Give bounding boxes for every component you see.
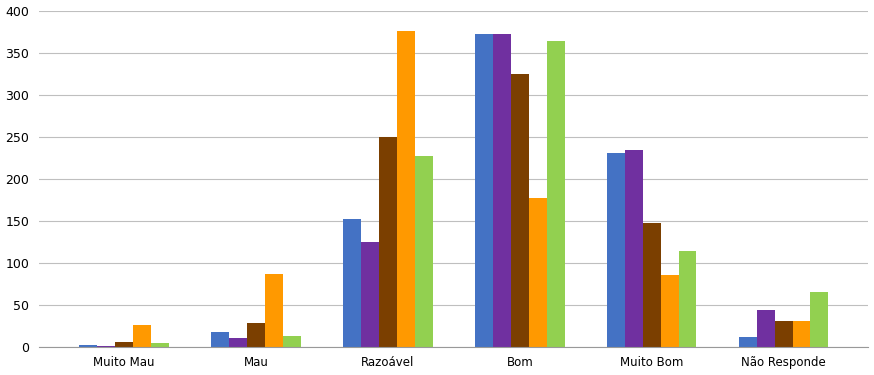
Bar (757, 310, 774, 347)
Bar (810, 292, 829, 347)
Bar (133, 325, 151, 347)
Bar (607, 153, 625, 347)
Bar (625, 150, 642, 347)
Bar (247, 323, 265, 347)
Bar (80, 345, 97, 347)
Bar (661, 275, 678, 347)
Bar (361, 242, 379, 347)
Bar (739, 337, 757, 347)
Bar (510, 74, 529, 347)
Bar (793, 321, 810, 347)
Bar (546, 41, 565, 347)
Bar (283, 336, 301, 347)
Bar (379, 136, 397, 347)
Bar (678, 251, 697, 347)
Bar (115, 342, 133, 347)
Bar (343, 219, 361, 347)
Bar (397, 31, 414, 347)
Bar (151, 344, 169, 347)
Bar (774, 321, 793, 347)
Bar (265, 274, 283, 347)
Bar (414, 156, 433, 347)
Bar (642, 223, 661, 347)
Bar (97, 346, 115, 347)
Bar (529, 198, 546, 347)
Bar (212, 332, 229, 347)
Bar (475, 34, 493, 347)
Bar (493, 34, 510, 347)
Bar (229, 338, 247, 347)
